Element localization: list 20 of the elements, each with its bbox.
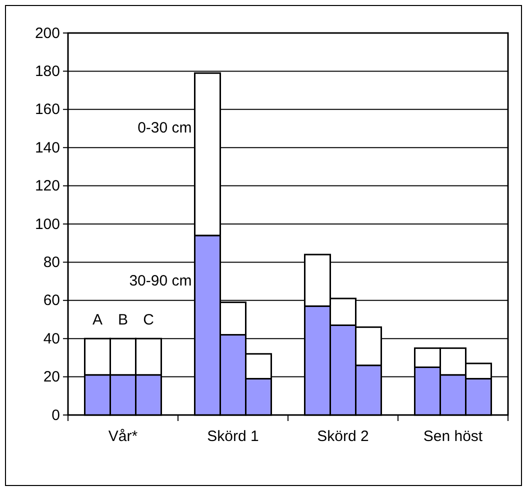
y-tick-label: 100 (34, 216, 60, 233)
y-tick-label: 0 (52, 406, 60, 424)
y-tick-label: 180 (34, 63, 60, 80)
y-tick-label: 40 (43, 330, 60, 348)
x-tick-label: Sen höst (423, 428, 484, 445)
annotation: A (92, 312, 103, 329)
y-tick-label: 120 (34, 178, 60, 195)
y-tick-label: 140 (34, 139, 60, 156)
annotation: C (143, 312, 154, 329)
series-label: 0-30 cm (138, 119, 192, 136)
y-tick-label: 200 (34, 24, 60, 42)
x-tick-label: Skörd 1 (207, 428, 259, 445)
series-label: 30-90 cm (129, 272, 192, 290)
x-tick-label: Vår* (108, 428, 138, 445)
annotation: B (118, 312, 128, 329)
y-tick-label: 80 (43, 254, 60, 271)
y-tick-label: 160 (34, 101, 60, 118)
x-tick-label: Skörd 2 (317, 428, 369, 445)
y-tick-label: 20 (43, 368, 60, 386)
y-tick-label: 60 (43, 292, 60, 310)
